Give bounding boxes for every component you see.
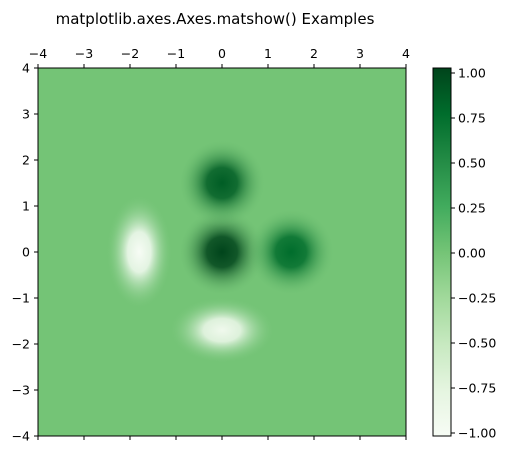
colorbar-frame xyxy=(432,67,452,437)
plot-area xyxy=(37,67,407,437)
colorbar-tick-label: −0.50 xyxy=(458,336,496,351)
heatmap-peak-2 xyxy=(247,208,335,296)
x-tick-label: 3 xyxy=(356,46,364,61)
colorbar-fill xyxy=(433,68,451,436)
y-tick-label: 1 xyxy=(22,199,30,214)
colorbar-tick-label: 0.75 xyxy=(458,111,486,126)
y-tick-label: 0 xyxy=(22,245,30,260)
x-tick-label: 0 xyxy=(218,46,226,61)
y-tick-label: 3 xyxy=(22,107,30,122)
colorbar-tick-label: 0.00 xyxy=(458,246,486,261)
y-tick-label: 2 xyxy=(22,153,30,168)
x-tick-label: 1 xyxy=(264,46,272,61)
heatmap-peak-1 xyxy=(178,139,266,227)
colorbar-tick-label: 0.50 xyxy=(458,156,486,171)
heatmap-trough-4 xyxy=(169,297,275,364)
y-tick-label: −1 xyxy=(12,291,30,306)
x-tick-label: 2 xyxy=(310,46,318,61)
x-tick-label: −1 xyxy=(167,46,185,61)
colorbar: 1.00 0.75 0.50 0.25 0.00 −0.25 −0.50 −0.75 −1.00 xyxy=(432,66,496,441)
colorbar-tick-label: −0.25 xyxy=(458,291,496,306)
y-tick-label: −4 xyxy=(12,429,30,444)
colorbar-tick-label: −1.00 xyxy=(458,426,496,441)
x-tick-label: 4 xyxy=(402,46,410,61)
heatmap-field xyxy=(38,68,406,436)
colorbar-tick-label: 1.00 xyxy=(458,66,486,81)
heatmap-peak-0 xyxy=(178,208,266,296)
colorbar-tick-label: 0.25 xyxy=(458,201,486,216)
y-tick-label: −3 xyxy=(12,383,30,398)
chart-title: matplotlib.axes.Axes.matshow() Examples xyxy=(56,10,375,28)
y-axis-left: 4 3 2 1 0 −1 −2 −3 −4 xyxy=(12,61,38,444)
heatmap-trough-3 xyxy=(106,194,173,310)
y-tick-label: −2 xyxy=(12,337,30,352)
x-axis-top: −4 −3 −2 −1 0 1 2 3 4 xyxy=(29,46,410,440)
x-tick-label: −4 xyxy=(29,46,47,61)
y-tick-label: 4 xyxy=(22,61,30,76)
x-tick-label: −2 xyxy=(121,46,139,61)
colorbar-ticks: 1.00 0.75 0.50 0.25 0.00 −0.25 −0.50 −0.75 −1.00 xyxy=(451,66,496,441)
colorbar-tick-label: −0.75 xyxy=(458,381,496,396)
x-tick-label: −3 xyxy=(75,46,93,61)
